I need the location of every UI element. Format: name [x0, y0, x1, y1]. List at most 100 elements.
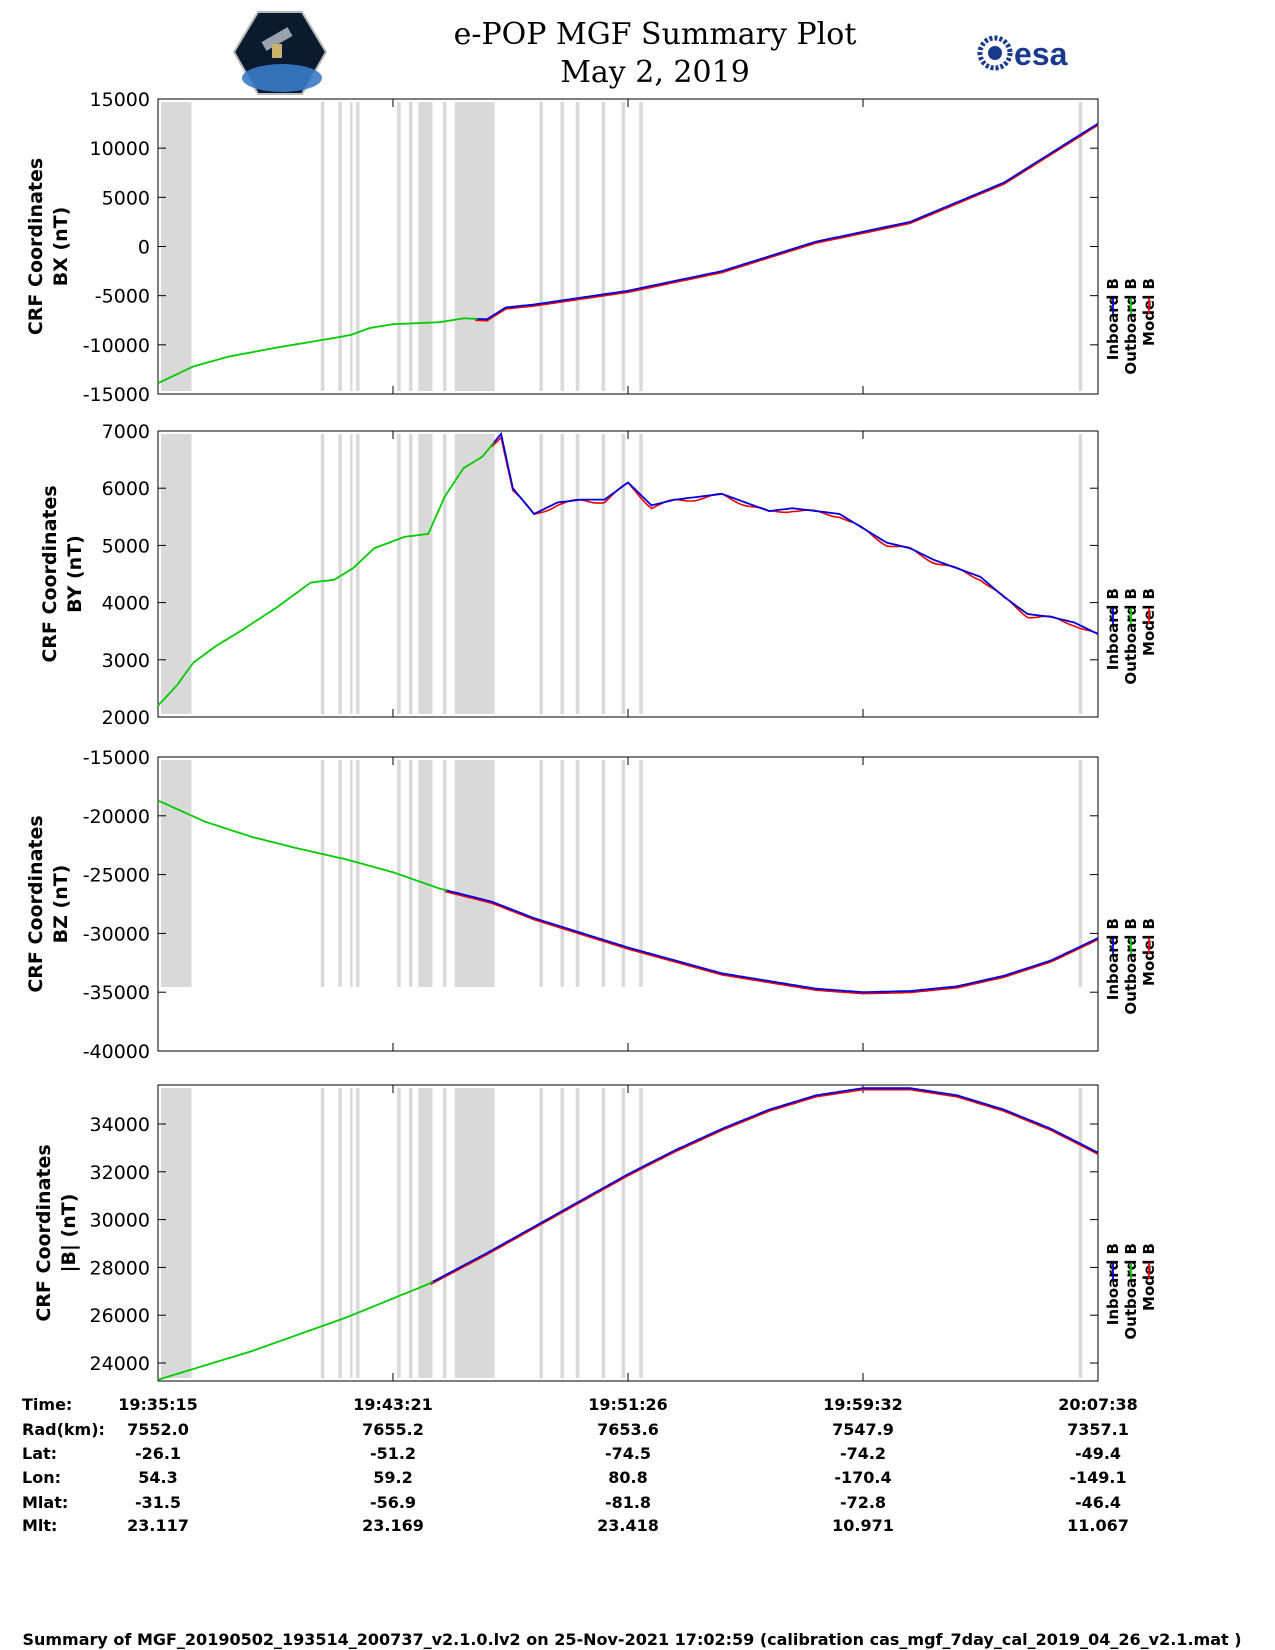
series-outboard-b [157, 441, 495, 707]
y-axis-label-line1: CRF Coordinates [39, 485, 61, 662]
y-tick-label: 5000 [102, 187, 150, 209]
series-model-b [430, 1088, 1099, 1286]
info-cell: -74.5 [605, 1444, 651, 1463]
chart-panel-3: -15000 -20000 -25000 -30000 -35000 -40000 CRF … [25, 747, 1158, 1063]
info-cell: -81.8 [605, 1493, 651, 1512]
data-gap-4 [350, 760, 353, 987]
y-tick-label: -35000 [83, 982, 150, 1004]
info-cell: 23.117 [127, 1516, 189, 1535]
data-gap-13 [575, 760, 580, 987]
orbit-info-table: Time: Rad(km): Lat: Lon: Mlat: Mlt: 19:35:15 75… [22, 1395, 1138, 1535]
data-gap-7 [408, 1088, 413, 1378]
data-gap-5 [356, 434, 360, 714]
y-tick-label: 30000 [90, 1210, 150, 1232]
data-gap-12 [560, 434, 565, 714]
info-row-label: Mlt: [22, 1516, 57, 1535]
y-tick-label: 5000 [102, 535, 150, 557]
info-cell: -51.2 [370, 1444, 416, 1463]
data-gap-14 [601, 102, 606, 391]
info-cell: -170.4 [834, 1468, 891, 1487]
data-gap-12 [560, 1088, 565, 1378]
data-gap-8 [418, 102, 433, 391]
cassiope-logo [232, 11, 328, 95]
legend-label: Inboard B [1104, 278, 1122, 360]
footer-caption: Summary of MGF_20190502_193514_200737_v2… [22, 1630, 1241, 1649]
data-gap-11 [539, 102, 543, 391]
esa-logo-text: esa [1014, 36, 1068, 72]
info-cell: 19:35:15 [118, 1395, 198, 1414]
info-cell: -149.1 [1069, 1468, 1126, 1487]
data-gap-6 [397, 102, 401, 391]
info-cell: 19:59:32 [823, 1395, 903, 1414]
data-gap-12 [560, 760, 565, 987]
data-gap-9 [443, 102, 447, 391]
y-tick-label: 15000 [90, 89, 150, 111]
y-axis-label-line2: |B| (nT) [58, 1194, 80, 1273]
data-gap-15 [621, 434, 626, 714]
data-gap-15 [621, 1088, 626, 1378]
data-gap-6 [397, 434, 401, 714]
data-gap-15 [621, 102, 626, 391]
legend-label: Inboard B [1104, 1243, 1122, 1325]
legend-label: Outboard B [1122, 278, 1140, 375]
data-gap-4 [350, 102, 353, 391]
info-cell: 80.8 [608, 1468, 647, 1487]
info-cell: -74.2 [840, 1444, 886, 1463]
info-cell: 19:43:21 [353, 1395, 433, 1414]
legend-label: Inboard B [1104, 918, 1122, 1000]
data-gap-16 [639, 1088, 643, 1378]
series-outboard-b [157, 1280, 434, 1381]
series-model-b [475, 124, 1099, 322]
data-gap-1 [161, 102, 192, 391]
info-cell: 10.971 [832, 1516, 894, 1535]
data-gap-14 [601, 1088, 606, 1378]
data-gap-4 [350, 1088, 353, 1378]
data-gap-17 [1078, 760, 1083, 987]
esa-logo: esa [977, 35, 1068, 72]
y-tick-label: 4000 [102, 593, 150, 615]
y-tick-label: -15000 [83, 747, 150, 769]
data-gap-1 [161, 434, 192, 714]
data-gap-10 [454, 434, 495, 714]
data-gap-9 [443, 760, 447, 987]
y-axis-label-line1: CRF Coordinates [25, 158, 47, 335]
y-tick-label: -20000 [83, 806, 150, 828]
data-gap-10 [454, 760, 495, 987]
data-gap-7 [408, 434, 413, 714]
y-axis-label-line2: BY (nT) [64, 535, 86, 613]
info-row-label: Lon: [22, 1468, 61, 1487]
data-gap-11 [539, 760, 543, 987]
data-gap-8 [418, 760, 433, 987]
plot-frame [157, 430, 1099, 718]
info-cell: -46.4 [1075, 1493, 1121, 1512]
data-gap-15 [621, 760, 626, 987]
data-gap-16 [639, 760, 643, 987]
data-gap-8 [418, 434, 433, 714]
legend-label: Inboard B [1104, 588, 1122, 670]
y-tick-label: 3000 [102, 650, 150, 672]
data-gap-2 [320, 102, 325, 391]
data-gap-7 [408, 760, 413, 987]
data-gap-6 [397, 1088, 401, 1378]
series-model-b [444, 890, 1099, 995]
series-outboard-b [157, 799, 448, 892]
info-cell: 23.418 [597, 1516, 659, 1535]
y-tick-label: 0 [138, 237, 150, 259]
info-row-label: Rad(km): [22, 1420, 105, 1439]
info-cell: 7653.6 [597, 1420, 659, 1439]
series-inboard-b [430, 1087, 1099, 1284]
info-cell: 7552.0 [127, 1420, 189, 1439]
plot-title: e-POP MGF Summary Plot [454, 17, 857, 52]
y-tick-label: 26000 [90, 1305, 150, 1327]
data-gap-1 [161, 1088, 192, 1378]
data-gap-5 [356, 760, 360, 987]
y-tick-label: 28000 [90, 1257, 150, 1279]
info-cell: -49.4 [1075, 1444, 1121, 1463]
data-gap-9 [443, 1088, 447, 1378]
data-gap-2 [320, 434, 325, 714]
data-gap-2 [320, 1088, 325, 1378]
chart-panel-4: 34000 32000 30000 28000 26000 24000 CRF Coordi… [33, 1084, 1158, 1382]
info-row-label: Mlat: [22, 1493, 68, 1512]
info-cell: -72.8 [840, 1493, 886, 1512]
data-gap-12 [560, 102, 565, 391]
